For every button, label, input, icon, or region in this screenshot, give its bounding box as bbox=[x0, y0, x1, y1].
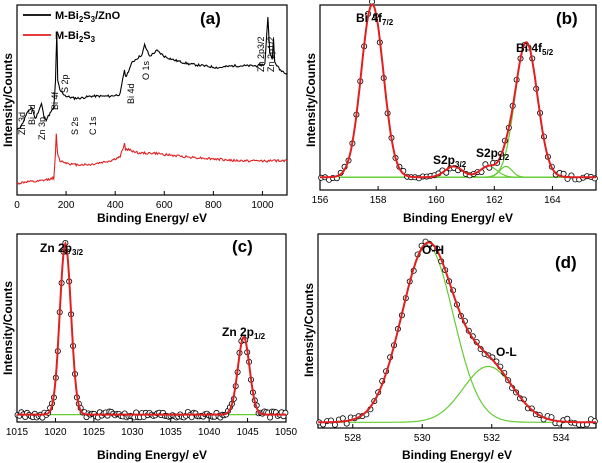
data-point-c-132 bbox=[267, 414, 274, 421]
legend-label-1: M-Bi2S3/ZnO bbox=[55, 10, 121, 24]
panel-d-o1s: 528 530 532 534 (d) O-H O-L Binding Energy/… bbox=[302, 233, 598, 462]
panel-a-ticks: 0 200 400 600 800 1000 bbox=[14, 191, 274, 211]
peak-label-zn2p32: Zn 2p3/2 bbox=[40, 241, 84, 257]
xtick-label-a-4: 800 bbox=[205, 200, 222, 211]
peak-label-zn2p12: Zn 2p1/2 bbox=[222, 325, 266, 341]
panel-d-label: (d) bbox=[555, 253, 577, 272]
component-b-0 bbox=[320, 3, 596, 178]
panel-d-xlabel: Binding Energy/ eV bbox=[402, 448, 512, 462]
ann-s2p: S 2p bbox=[60, 74, 70, 93]
panel-a-annotations: Zn 3d Bi 5d Zn 3p Bi 4f S 2p S 2s C 1s B… bbox=[17, 36, 276, 140]
xtick-label-c-0: 1015 bbox=[6, 427, 29, 438]
ann-bi4d: Bi 4d bbox=[126, 83, 136, 104]
xtick-label-c-2: 1025 bbox=[83, 427, 106, 438]
xtick-label-c-4: 1035 bbox=[160, 427, 183, 438]
ann-zn3p: Zn 3p bbox=[37, 117, 47, 140]
xtick-label-b-4: 164 bbox=[544, 195, 561, 206]
xtick-label-c-3: 1030 bbox=[121, 427, 144, 438]
xtick-label-d-0: 528 bbox=[344, 433, 361, 444]
xtick-label-a-3: 600 bbox=[156, 200, 173, 211]
xtick-label-a-0: 0 bbox=[14, 200, 20, 211]
panel-a-legend: M-Bi2S3/ZnO M-Bi2S3 bbox=[23, 10, 121, 44]
panel-c-label: (c) bbox=[232, 237, 253, 256]
panel-a-series bbox=[16, 17, 288, 185]
peak-label-s2p12: S2p1/2 bbox=[476, 146, 510, 162]
xtick-label-b-3: 162 bbox=[486, 195, 503, 206]
ann-bi4f: Bi 4f bbox=[50, 91, 60, 110]
panel-d-ylabel: Intensity/Counts bbox=[302, 283, 316, 377]
panel-c-ylabel: Intensity/Counts bbox=[1, 281, 15, 375]
peak-label-ol: O-L bbox=[496, 345, 517, 359]
panel-d-plot bbox=[316, 238, 598, 428]
xtick-label-c-5: 1040 bbox=[198, 427, 221, 438]
panel-b-xlabel: Binding Energy/ eV bbox=[403, 211, 513, 225]
peak-label-oh: O-H bbox=[422, 243, 444, 257]
xtick-label-c-7: 1050 bbox=[275, 427, 298, 438]
fit-envelope-d bbox=[318, 241, 596, 424]
xtick-label-a-1: 200 bbox=[58, 200, 75, 211]
panel-c-xlabel: Binding Energy/ eV bbox=[97, 448, 207, 462]
legend-label-2: M-Bi2S3 bbox=[55, 30, 96, 44]
xtick-label-c-6: 1045 bbox=[236, 427, 259, 438]
xtick-label-d-1: 530 bbox=[414, 433, 431, 444]
panel-c-frame bbox=[16, 233, 287, 423]
ann-bi5d: Bi 5d bbox=[27, 104, 37, 125]
panel-b-frame bbox=[319, 4, 597, 191]
series-line-0 bbox=[16, 17, 288, 131]
panel-c-ticks: 1015 1020 1025 1030 1035 1040 1045 1050 bbox=[6, 418, 298, 438]
panel-c-zn2p: 1015 1020 1025 1030 1035 1040 1045 1050 (c) Zn … bbox=[1, 233, 298, 462]
panel-a-frame bbox=[16, 4, 288, 196]
xtick-label-a-2: 400 bbox=[107, 200, 124, 211]
xtick-label-b-0: 156 bbox=[312, 195, 329, 206]
peak-label-s2p32: S2p3/2 bbox=[433, 153, 467, 169]
ann-zn2p12: Zn 2p1/2 bbox=[266, 36, 276, 72]
fit-envelope-b bbox=[320, 3, 596, 179]
panel-a-xlabel: Binding Energy/ eV bbox=[97, 211, 207, 225]
panel-a-survey: 0 200 400 600 800 1000 (a) M-Bi2S3/ZnO M-Bi2S… bbox=[1, 4, 288, 225]
ann-zn3d: Zn 3d bbox=[17, 112, 27, 135]
panel-d-ticks: 528 530 532 534 bbox=[344, 424, 570, 444]
panel-a-ylabel: Intensity/Counts bbox=[1, 53, 15, 147]
panel-d-frame bbox=[317, 233, 597, 429]
xtick-label-c-1: 1020 bbox=[44, 427, 67, 438]
ann-c1s: C 1s bbox=[88, 116, 98, 135]
panel-b-plot bbox=[318, 0, 598, 183]
xtick-label-d-3: 534 bbox=[553, 433, 570, 444]
ann-s2s: S 2s bbox=[70, 116, 80, 135]
xtick-label-b-1: 158 bbox=[370, 195, 387, 206]
panel-b-ylabel: Intensity/Counts bbox=[304, 53, 318, 147]
panel-b-ticks: 156 158 160 162 164 bbox=[312, 186, 561, 206]
panel-c-plot bbox=[14, 239, 289, 421]
panel-b-label: (b) bbox=[556, 9, 578, 28]
ann-zn2p32: Zn 2p3/2 bbox=[256, 36, 266, 72]
ann-o1s: O 1s bbox=[141, 60, 151, 80]
peak-label-bi4f52: Bi 4f5/2 bbox=[516, 41, 554, 57]
panel-a-label: (a) bbox=[200, 9, 221, 28]
fit-envelope-c bbox=[17, 240, 286, 416]
xtick-label-b-2: 160 bbox=[428, 195, 445, 206]
series-line-1 bbox=[16, 133, 288, 185]
peak-label-bi4f72: Bi 4f7/2 bbox=[356, 11, 394, 27]
xtick-label-a-5: 1000 bbox=[251, 200, 274, 211]
panel-b-bi4f: 156 158 160 162 164 (b) Bi 4f7/2 S2p3/2 S2p1… bbox=[304, 0, 598, 225]
xtick-label-d-2: 532 bbox=[483, 433, 500, 444]
data-point-d-6 bbox=[339, 415, 346, 422]
